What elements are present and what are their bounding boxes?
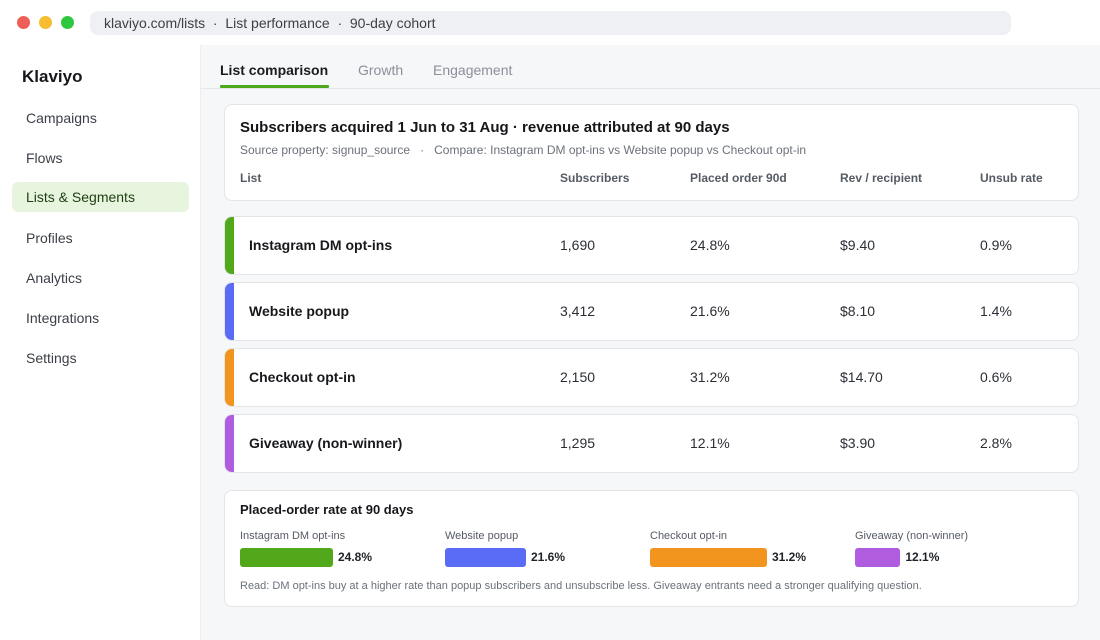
summary-subtitle: Source property: signup_source · Compare… [240,143,807,157]
subscribers-value: 2,150 [560,369,596,385]
browser-toolbar: klaviyo.com/lists · List performance · 9… [0,0,1100,45]
bar-label: Instagram DM opt-ins [240,530,346,542]
address-bar[interactable]: klaviyo.com/lists · List performance · 9… [90,11,1011,35]
url-segment: 90-day cohort [349,15,436,31]
subscribers-value: 1,295 [560,435,596,451]
url-segment: List performance [225,15,330,31]
bar-giveaway [855,548,901,567]
rev-per-recipient-value: $9.40 [840,237,876,253]
bar-website-popup [445,548,526,567]
url-separator: · [337,15,343,31]
list-color-strip [225,415,234,472]
bar-label: Website popup [445,530,519,542]
sidebar-item-campaigns[interactable]: Campaigns [26,110,97,126]
sidebar: Klaviyo Campaigns Flows Lists & Segments… [0,45,201,640]
brand-logo[interactable]: Klaviyo [22,67,83,86]
list-name[interactable]: Checkout opt-in [249,369,356,385]
main-content: List comparison Growth Engagement Subscr… [201,45,1100,640]
compare-description: Compare: Instagram DM opt-ins vs Website… [434,143,807,157]
summary-card: Subscribers acquired 1 Jun to 31 Aug · r… [224,104,1079,201]
column-header-list[interactable]: List [240,171,262,185]
minimize-window-button[interactable] [39,16,52,29]
subscribers-value: 3,412 [560,303,596,319]
list-name[interactable]: Giveaway (non-winner) [249,435,403,451]
list-row[interactable]: Website popup 3,412 21.6% $8.10 1.4% [224,282,1079,341]
unsub-rate-value: 0.6% [980,369,1012,385]
list-name[interactable]: Website popup [249,303,350,319]
placed-order-value: 31.2% [690,369,730,385]
placed-order-chart: Placed-order rate at 90 days Instagram D… [224,490,1079,607]
placed-order-value: 21.6% [690,303,730,319]
unsub-rate-value: 1.4% [980,303,1012,319]
sidebar-item-integrations[interactable]: Integrations [26,310,100,326]
chart-title: Placed-order rate at 90 days [240,502,414,517]
column-header-unsub-rate[interactable]: Unsub rate [980,171,1043,185]
maximize-window-button[interactable] [61,16,74,29]
bar-value-label: 24.8% [338,550,373,564]
bar-checkout-opt-in [650,548,767,567]
bar-value-label: 21.6% [531,550,566,564]
rev-per-recipient-value: $3.90 [840,435,876,451]
list-row[interactable]: Giveaway (non-winner) 1,295 12.1% $3.90 … [224,414,1079,473]
chart-note: Read: DM opt-ins buy at a higher rate th… [240,580,922,592]
column-header-subscribers[interactable]: Subscribers [560,171,630,185]
sidebar-item-settings[interactable]: Settings [26,350,77,366]
bar-instagram-dm [240,548,333,567]
column-header-rev-per-recipient[interactable]: Rev / recipient [840,171,923,185]
list-color-strip [225,349,234,406]
unsub-rate-value: 2.8% [980,435,1012,451]
sidebar-item-flows[interactable]: Flows [26,150,63,166]
url-segment: klaviyo.com/lists [104,15,206,31]
rev-per-recipient-value: $14.70 [840,369,883,385]
placed-order-value: 12.1% [690,435,730,451]
url-separator: · [212,15,218,31]
list-row[interactable]: Checkout opt-in 2,150 31.2% $14.70 0.6% [224,348,1079,407]
tab-list-comparison[interactable]: List comparison [220,62,329,78]
unsub-rate-value: 0.9% [980,237,1012,253]
column-header-placed-order[interactable]: Placed order 90d [690,171,787,185]
tab-engagement[interactable]: Engagement [433,62,513,78]
list-row[interactable]: Instagram DM opt-ins 1,690 24.8% $9.40 0… [224,216,1079,275]
tab-growth[interactable]: Growth [358,62,404,78]
list-color-strip [225,217,234,274]
rev-per-recipient-value: $8.10 [840,303,876,319]
subscribers-value: 1,690 [560,237,596,253]
source-property: Source property: signup_source [240,143,411,157]
bar-value-label: 31.2% [772,550,807,564]
list-name[interactable]: Instagram DM opt-ins [249,237,393,253]
placed-order-value: 24.8% [690,237,730,253]
bar-value-label: 12.1% [905,550,940,564]
bar-label: Checkout opt-in [650,530,728,542]
list-color-strip [225,283,234,340]
active-tab-indicator [220,85,329,88]
close-window-button[interactable] [17,16,30,29]
bar-label: Giveaway (non-winner) [855,530,969,542]
sidebar-item-lists-segments[interactable]: Lists & Segments [12,182,189,212]
summary-title: Subscribers acquired 1 Jun to 31 Aug · r… [240,119,730,136]
tab-bar: List comparison Growth Engagement [201,45,1100,89]
sidebar-item-profiles[interactable]: Profiles [26,230,73,246]
sidebar-item-analytics[interactable]: Analytics [26,270,83,286]
